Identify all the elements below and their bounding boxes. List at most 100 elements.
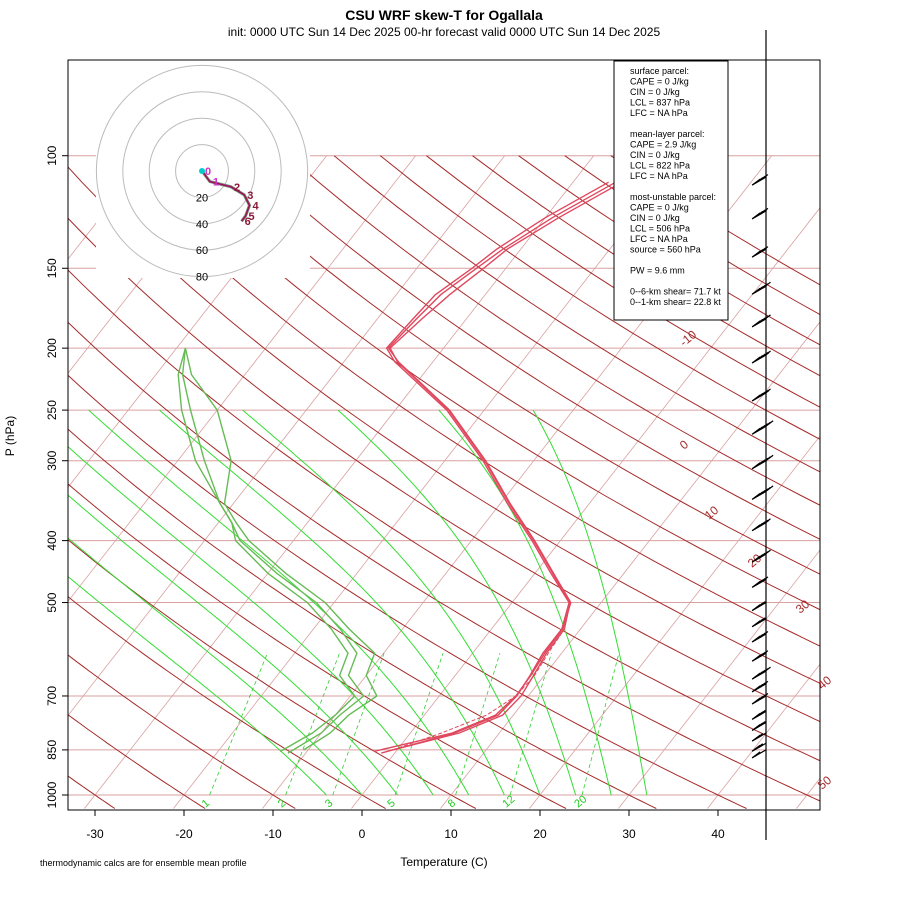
hodograph-point-label: 0	[205, 166, 211, 178]
dry-adiabat	[68, 714, 206, 809]
moist-adiabat	[438, 409, 612, 796]
isotherm-label: 50	[815, 773, 834, 793]
x-tick-label: 30	[622, 827, 636, 841]
moist-adiabat	[337, 409, 577, 796]
dry-adiabat	[68, 269, 820, 762]
isotherm-line	[68, 155, 505, 717]
stats-line: CIN = 0 J/kg	[630, 87, 680, 97]
isotherm-line	[440, 321, 820, 809]
dry-adiabat	[241, 155, 820, 540]
mixing-ratio-label: 2	[276, 797, 288, 810]
wind-barb	[751, 692, 769, 705]
wind-barb	[751, 485, 774, 500]
y-tick-label: 200	[45, 338, 59, 358]
chart-subtitle: init: 0000 UTC Sun 14 Dec 2025 00-hr for…	[228, 25, 661, 39]
stats-line: LFC = NA hPa	[630, 234, 688, 244]
isotherm-line	[618, 549, 820, 809]
wind-barb-half-feather	[762, 247, 767, 252]
wind-barb-feather	[762, 666, 771, 674]
stats-line: LCL = 822 hPa	[630, 161, 690, 171]
dry-adiabat	[68, 217, 820, 723]
stats-line: mean-layer parcel:	[630, 129, 705, 139]
hodograph-point-label: 2	[234, 182, 240, 194]
y-axis-label: P (hPa)	[3, 416, 17, 456]
dry-adiabat	[68, 596, 386, 809]
dry-adiabat	[195, 155, 820, 575]
y-tick-label: 1000	[45, 781, 59, 808]
wind-barb	[751, 174, 769, 186]
wind-barb-feather	[764, 454, 774, 462]
mixing-ratio-line	[581, 653, 620, 796]
moist-adiabat	[68, 537, 363, 796]
wind-barb-feather	[762, 549, 771, 557]
wind-barb-half-feather	[759, 711, 765, 716]
dry-adiabat	[68, 483, 567, 809]
dewpoint-line	[181, 348, 365, 754]
wind-barb-half-feather	[762, 682, 767, 687]
hodograph-point-label: 6	[245, 216, 251, 228]
hodograph-point-label: 1	[213, 177, 219, 189]
wind-barb-half-feather	[762, 209, 767, 214]
y-tick-label: 400	[45, 530, 59, 550]
stats-line: CAPE = 0 J/kg	[630, 77, 689, 87]
stats-line: 0--6-km shear= 71.7 kt	[630, 287, 721, 297]
x-axis-label: Temperature (C)	[400, 855, 487, 869]
wind-barb-feather	[756, 720, 766, 728]
stats-line: LFC = NA hPa	[630, 171, 688, 181]
skewt-grid: 1 2 3 5 8 12 20	[0, 155, 820, 810]
y-tick-label: 300	[45, 450, 59, 470]
wind-barb	[751, 601, 767, 612]
isotherm-label: 40	[815, 673, 834, 693]
wind-barb-half-feather	[754, 752, 760, 757]
y-tick-label: 850	[45, 740, 59, 760]
y-tick-label: 100	[45, 145, 59, 165]
dry-adiabat	[68, 539, 477, 809]
moist-adiabat	[68, 494, 398, 796]
isotherm-label: 10	[702, 503, 721, 523]
stats-line: LCL = 837 hPa	[630, 98, 690, 108]
mixing-ratio-line	[509, 653, 552, 796]
hodograph-ring-label: 40	[196, 219, 208, 231]
dry-adiabat	[287, 155, 820, 506]
mixing-ratio-line	[394, 653, 444, 796]
x-tick-label: -10	[264, 827, 282, 841]
hodograph-ring	[122, 91, 282, 251]
stats-line: PW = 9.6 mm	[630, 266, 685, 276]
stats-line: CIN = 0 J/kg	[630, 213, 680, 223]
wind-barb	[751, 549, 771, 563]
hodograph-ring-label: 20	[196, 192, 208, 204]
stats-line: 0--1-km shear= 22.8 kt	[630, 297, 721, 307]
wind-barb-feather	[759, 692, 769, 700]
x-tick-label: -30	[86, 827, 104, 841]
isotherm-line	[796, 777, 820, 809]
footnote: thermodynamic calcs are for ensemble mea…	[40, 858, 247, 868]
moist-adiabat	[68, 575, 327, 796]
mixing-ratio-label: 8	[446, 797, 458, 810]
mixing-ratio-line	[209, 653, 268, 796]
hodograph-origin-marker	[199, 168, 205, 174]
wind-barb	[751, 650, 769, 662]
dry-adiabat	[149, 155, 820, 611]
isotherm-line	[0, 156, 60, 809]
wind-barb-feather	[759, 576, 769, 584]
hodograph-point-label: 4	[253, 200, 260, 212]
hodograph-ring	[175, 144, 229, 198]
wind-barb	[751, 207, 769, 220]
moist-adiabat	[68, 446, 434, 796]
wind-barb-half-feather	[759, 618, 765, 623]
dry-adiabat	[68, 166, 820, 684]
isotherm-label: 0	[677, 437, 691, 452]
hodograph-trace-mean	[201, 170, 251, 222]
wind-barb-feather	[764, 485, 774, 493]
wind-barb	[751, 350, 771, 364]
temperature-line	[373, 181, 617, 753]
dry-adiabat	[68, 321, 820, 802]
parcel-line	[392, 628, 565, 751]
wind-barb	[751, 454, 774, 470]
stats-line: source = 560 hPa	[630, 245, 701, 255]
isotherm-line	[68, 155, 416, 603]
wind-barb	[751, 246, 769, 258]
hodograph-ring-label: 60	[196, 245, 208, 257]
